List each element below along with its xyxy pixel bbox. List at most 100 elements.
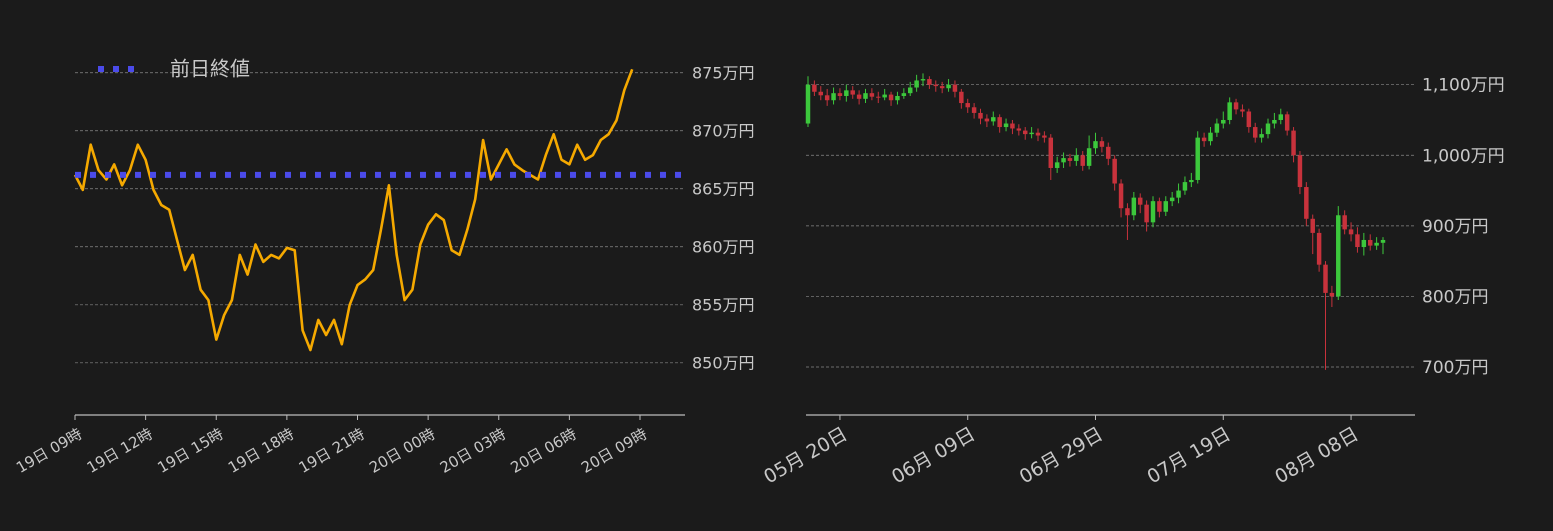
candle-body	[952, 84, 958, 92]
y-tick-label: 855万円	[692, 295, 755, 314]
candle-body	[812, 84, 817, 92]
y-tick-label: 870万円	[692, 121, 755, 140]
y-tick-label: 700万円	[1422, 358, 1488, 378]
y-tick-label: 865万円	[692, 179, 755, 198]
candle-body	[965, 103, 970, 108]
candle-body	[805, 84, 811, 124]
candle-body	[901, 93, 907, 96]
candle-body	[1195, 137, 1200, 180]
y-tick-label: 850万円	[692, 353, 755, 372]
candle-body	[895, 95, 900, 101]
legend-label: 前日終値	[170, 57, 250, 81]
candle-body	[1201, 137, 1207, 142]
candle-body	[1086, 148, 1092, 166]
candle-body	[1329, 292, 1335, 297]
candle-body	[1099, 141, 1105, 147]
candle-body	[1323, 264, 1328, 293]
candle-body	[946, 84, 951, 89]
x-tick-label: 19日 09時	[13, 425, 85, 477]
x-tick-label: 19日 12時	[84, 425, 156, 477]
x-tick-label: 19日 18時	[225, 425, 297, 477]
candle-body	[1061, 158, 1066, 163]
candle-body	[1131, 197, 1137, 216]
candle-body	[1016, 128, 1022, 131]
candle-body	[971, 107, 977, 113]
candle-body	[1297, 155, 1303, 188]
y-tick-label: 1,100万円	[1422, 76, 1505, 96]
candle-body	[1176, 190, 1181, 198]
candle-body	[1010, 123, 1015, 129]
candle-body	[997, 117, 1002, 128]
y-tick-label: 900万円	[1422, 217, 1488, 237]
candle-body	[1265, 123, 1271, 135]
candle-body	[850, 90, 855, 95]
candle-body	[1310, 218, 1315, 233]
candle-body	[1182, 182, 1188, 191]
candle-body	[920, 79, 926, 81]
candle-body	[1137, 197, 1143, 205]
candle-body	[927, 79, 932, 85]
candle-body	[1208, 132, 1213, 142]
x-tick-label: 08月 08日	[1271, 423, 1362, 488]
y-tick-label: 875万円	[692, 63, 755, 82]
x-tick-label: 05月 20日	[760, 423, 851, 488]
candle-body	[824, 95, 830, 101]
x-tick-label: 06月 09日	[888, 423, 979, 488]
candle-body	[1348, 229, 1354, 235]
candle-body	[1118, 183, 1124, 209]
x-tick-label: 19日 21時	[296, 425, 368, 477]
y-tick-label: 1,000万円	[1422, 146, 1505, 166]
candle-body	[1067, 158, 1073, 161]
candle-body	[1106, 146, 1111, 159]
candle-body	[1125, 208, 1130, 216]
candle-body	[856, 94, 862, 99]
x-tick-label: 19日 15時	[154, 425, 226, 477]
x-tick-label: 06月 29日	[1016, 423, 1107, 488]
candle-body	[1284, 114, 1290, 131]
candle-body	[1227, 102, 1232, 120]
candle-body	[991, 117, 996, 122]
candle-body	[914, 80, 919, 88]
candle-body	[1259, 134, 1264, 138]
candle-body	[1252, 127, 1258, 138]
candle-body	[1074, 155, 1079, 161]
candle-body	[1189, 179, 1194, 183]
candle-body	[1278, 114, 1284, 120]
candle-body	[888, 94, 894, 101]
candle-body	[863, 93, 868, 99]
candle-body	[1150, 201, 1156, 223]
candle-body	[984, 118, 990, 122]
x-tick-label: 20日 06時	[507, 425, 579, 477]
candle-body	[1367, 239, 1373, 246]
candle-body	[869, 93, 875, 97]
candle-body	[907, 87, 913, 94]
candle-body	[1029, 132, 1034, 135]
candle-body	[1272, 119, 1277, 124]
candle-body	[876, 96, 881, 98]
candle-body	[1246, 111, 1252, 128]
candle-body	[1042, 135, 1047, 138]
candle-body	[1112, 158, 1117, 184]
candle-body	[1093, 141, 1098, 149]
candle-body	[1169, 197, 1175, 202]
candle-body	[844, 90, 849, 96]
candle-body	[1035, 132, 1041, 136]
candle-body	[1355, 234, 1360, 248]
candle-body	[1163, 201, 1169, 212]
candle-body	[1221, 119, 1226, 124]
candle-body	[882, 94, 887, 98]
candle-body	[939, 86, 945, 89]
y-tick-label: 860万円	[692, 237, 755, 256]
candle-body	[1054, 162, 1060, 168]
candle-body	[1336, 215, 1341, 297]
candle-body	[818, 91, 824, 96]
candle-body	[1003, 123, 1009, 128]
candle-body	[1374, 242, 1379, 246]
candle-body	[1144, 204, 1149, 223]
x-tick-label: 07月 19日	[1144, 423, 1235, 488]
candle-body	[959, 91, 964, 104]
candle-body	[1080, 155, 1085, 166]
candle-body	[1291, 130, 1296, 156]
candle-body	[1342, 215, 1347, 230]
